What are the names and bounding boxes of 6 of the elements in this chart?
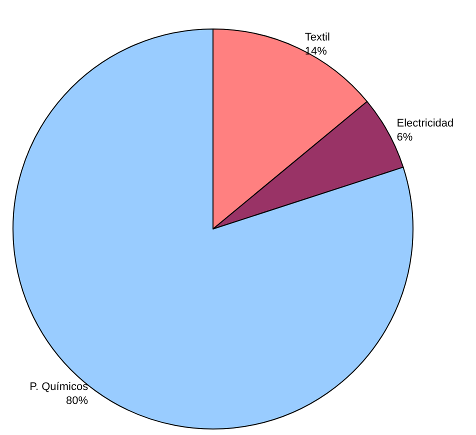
slice-label: Textil: [304, 31, 330, 44]
slice-label: P. Químicos: [30, 381, 89, 394]
slice-label: Electricidad: [396, 118, 454, 130]
data-label: 80%: [66, 395, 88, 408]
data-label: 14%: [304, 45, 328, 58]
data-label: 6%: [396, 132, 413, 144]
